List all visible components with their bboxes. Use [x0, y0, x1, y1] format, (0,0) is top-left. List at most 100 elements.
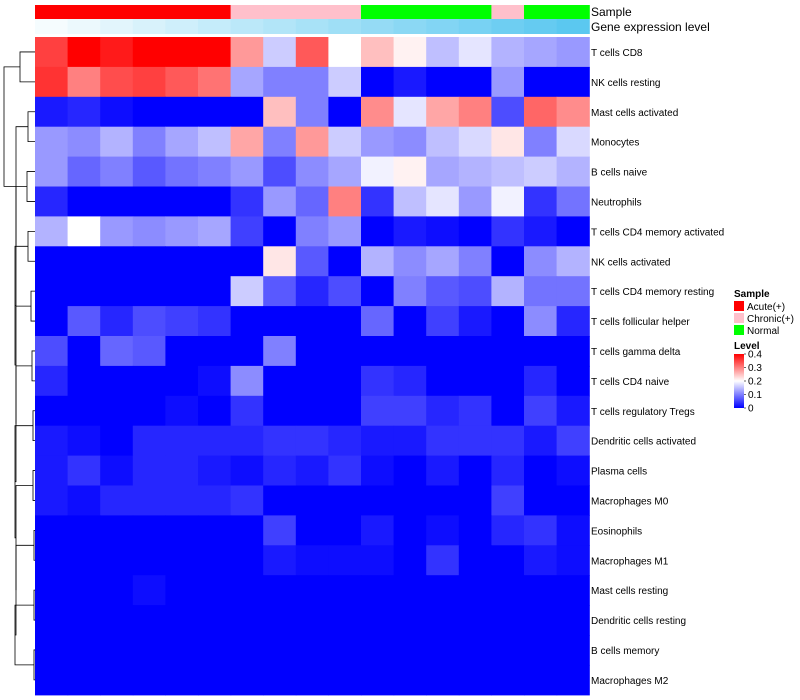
sample-annotation-cell — [393, 5, 427, 19]
heatmap-cell — [361, 664, 395, 696]
level-colorbar — [734, 354, 744, 408]
row-label: T cells CD8 — [591, 48, 643, 59]
sample-legend-label: Acute(+) — [747, 302, 785, 313]
heatmap-cell — [230, 575, 264, 606]
heatmap-cell — [263, 216, 297, 247]
heatmap-cell — [230, 485, 264, 516]
heatmap-cell — [361, 186, 395, 217]
heatmap-cell — [426, 306, 460, 337]
heatmap-cell — [67, 485, 101, 516]
heatmap-cell — [132, 216, 166, 247]
heatmap-cell — [230, 216, 264, 247]
heatmap-cell — [263, 156, 297, 188]
heatmap-cell — [263, 635, 297, 666]
heatmap-cell — [295, 216, 329, 247]
heatmap-cell — [100, 455, 134, 487]
heatmap-cell — [491, 395, 525, 427]
heatmap-cell — [132, 425, 166, 457]
expression-annotation-cell — [426, 19, 460, 34]
heatmap-cell — [198, 485, 232, 516]
heatmap-cell — [230, 126, 264, 158]
expression-annotation-cell — [100, 19, 134, 34]
heatmap-cell — [328, 186, 362, 217]
heatmap-cell — [100, 545, 134, 576]
heatmap-cell — [295, 425, 329, 457]
heatmap-cell — [67, 635, 101, 666]
dendrogram-branch — [15, 126, 28, 247]
sample-annotation-cell — [426, 5, 460, 19]
heatmap-cell — [556, 575, 590, 606]
heatmap-cell — [132, 485, 166, 516]
heatmap-cell — [295, 186, 329, 217]
heatmap-cell — [132, 605, 166, 636]
heatmap-cell — [524, 246, 558, 277]
expression-annotation-cell — [393, 19, 427, 34]
heatmap-cell — [295, 336, 329, 367]
sample-annotation-track — [35, 5, 590, 19]
heatmap-cell — [328, 635, 362, 666]
heatmap-cell — [491, 276, 525, 307]
heatmap-cell — [328, 485, 362, 516]
heatmap-cell — [67, 365, 101, 397]
heatmap-cell — [198, 515, 232, 546]
heatmap-cell — [198, 455, 232, 487]
heatmap-cell — [426, 485, 460, 516]
heatmap-cell — [198, 336, 232, 367]
heatmap-cell — [165, 126, 199, 158]
heatmap-cell — [198, 186, 232, 217]
heatmap-cell — [361, 96, 395, 128]
row-label: T cells gamma delta — [591, 347, 681, 358]
heatmap-cell — [361, 216, 395, 247]
heatmap-cell — [328, 455, 362, 487]
row-label: Plasma cells — [591, 467, 647, 478]
heatmap-cell — [67, 545, 101, 576]
heatmap-cell — [328, 515, 362, 546]
heatmap-cell — [198, 156, 232, 188]
heatmap-cell — [165, 575, 199, 606]
heatmap-cell — [426, 605, 460, 636]
heatmap-cell — [328, 96, 362, 128]
heatmap-cell — [100, 126, 134, 158]
heatmap-cell — [491, 515, 525, 546]
heatmap-cell — [458, 66, 492, 98]
heatmap-cell — [458, 575, 492, 606]
sample-annotation-cell — [556, 5, 590, 19]
heatmap-cell — [458, 515, 492, 546]
heatmap-cell — [35, 246, 69, 277]
heatmap-cell — [67, 306, 101, 337]
heatmap-cell — [263, 605, 297, 636]
heatmap-cell — [426, 395, 460, 427]
heatmap-cell — [426, 246, 460, 277]
heatmap-cell — [393, 664, 427, 696]
heatmap-cell — [361, 246, 395, 277]
heatmap-cell — [198, 306, 232, 337]
expression-annotation-cell — [165, 19, 199, 34]
heatmap-cell — [165, 246, 199, 277]
heatmap-cell — [491, 545, 525, 576]
heatmap-cell — [100, 515, 134, 546]
heatmap-cell — [35, 425, 69, 457]
heatmap-cell — [361, 605, 395, 636]
heatmap-cell — [100, 664, 134, 696]
dendrogram-branch — [15, 186, 27, 307]
dendrogram-branch — [14, 604, 34, 666]
row-label: Mast cells activated — [591, 108, 678, 119]
heatmap-cell — [198, 545, 232, 576]
dendrogram-branch — [33, 529, 35, 561]
heatmap-cell — [361, 485, 395, 516]
heatmap-cell — [426, 635, 460, 666]
heatmap-cell — [361, 336, 395, 367]
heatmap-cell — [393, 246, 427, 277]
heatmap-cell — [458, 365, 492, 397]
heatmap-cell — [100, 96, 134, 128]
sample-annotation-cell — [295, 5, 329, 19]
heatmap-cell — [361, 455, 395, 487]
sample-annotation-cell — [198, 5, 232, 19]
expression-annotation-cell — [328, 19, 362, 34]
heatmap-cell — [295, 605, 329, 636]
heatmap-cell — [524, 276, 558, 307]
heatmap-cell — [35, 126, 69, 158]
heatmap-cell — [491, 66, 525, 98]
heatmap-cell — [35, 635, 69, 666]
heatmap-cell — [393, 37, 427, 68]
